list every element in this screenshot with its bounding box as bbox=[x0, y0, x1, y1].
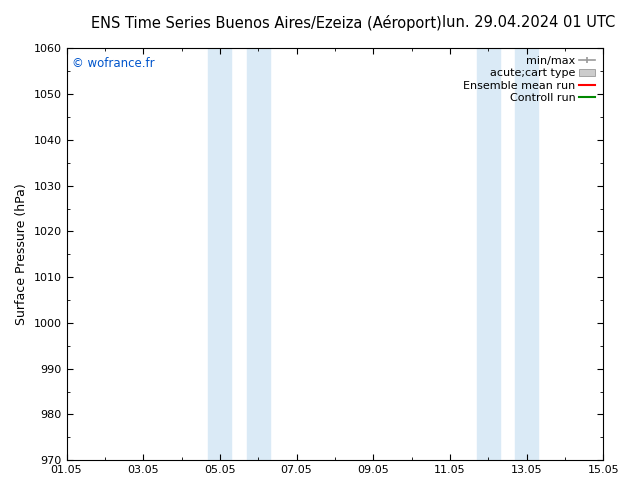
Text: lun. 29.04.2024 01 UTC: lun. 29.04.2024 01 UTC bbox=[442, 15, 615, 30]
Legend: min/max, acute;cart type, Ensemble mean run, Controll run: min/max, acute;cart type, Ensemble mean … bbox=[461, 54, 598, 105]
Bar bbox=[515, 49, 538, 460]
Text: ENS Time Series Buenos Aires/Ezeiza (Aéroport): ENS Time Series Buenos Aires/Ezeiza (Aér… bbox=[91, 15, 442, 31]
Bar bbox=[209, 49, 231, 460]
Y-axis label: Surface Pressure (hPa): Surface Pressure (hPa) bbox=[15, 183, 28, 325]
Text: © wofrance.fr: © wofrance.fr bbox=[72, 57, 155, 70]
Bar bbox=[247, 49, 269, 460]
Bar bbox=[477, 49, 500, 460]
